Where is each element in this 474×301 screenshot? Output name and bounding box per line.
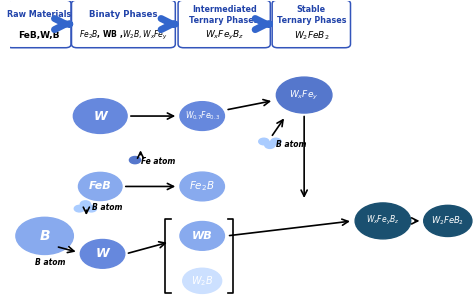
Text: $Fe_2B$, WB ,$W_2B,W_xFe_y$: $Fe_2B$, WB ,$W_2B,W_xFe_y$ xyxy=(79,29,168,42)
Text: $W_2FeB_2$: $W_2FeB_2$ xyxy=(293,29,329,42)
FancyBboxPatch shape xyxy=(72,0,175,48)
Circle shape xyxy=(180,102,224,130)
Text: $W_xFe_y$: $W_xFe_y$ xyxy=(290,88,319,102)
Circle shape xyxy=(16,217,73,254)
Circle shape xyxy=(73,99,127,133)
Circle shape xyxy=(271,138,281,145)
Text: WB: WB xyxy=(192,231,212,241)
Circle shape xyxy=(265,142,275,148)
Text: W: W xyxy=(96,247,109,260)
Text: $W_xFe_yB_z$: $W_xFe_yB_z$ xyxy=(366,214,400,228)
Text: FeB,W,B: FeB,W,B xyxy=(18,31,60,40)
Text: $W_{0.7}Fe_{0.3}$: $W_{0.7}Fe_{0.3}$ xyxy=(185,110,220,122)
FancyBboxPatch shape xyxy=(7,0,71,48)
Circle shape xyxy=(80,240,125,268)
Text: FeB: FeB xyxy=(89,182,111,191)
Circle shape xyxy=(180,172,224,201)
Text: B: B xyxy=(39,229,50,243)
Text: B atom: B atom xyxy=(276,140,307,149)
Text: $Fe_2B$: $Fe_2B$ xyxy=(189,180,215,193)
FancyBboxPatch shape xyxy=(272,0,350,48)
Text: $W_2FeB_2$: $W_2FeB_2$ xyxy=(431,215,465,227)
Text: Raw Materials: Raw Materials xyxy=(7,11,71,20)
Text: Intermediated
Ternary Phases: Intermediated Ternary Phases xyxy=(190,5,259,25)
Text: B atom: B atom xyxy=(92,203,123,212)
Circle shape xyxy=(424,205,472,237)
Circle shape xyxy=(79,172,122,200)
Circle shape xyxy=(80,201,91,207)
Text: W: W xyxy=(93,110,107,123)
Circle shape xyxy=(276,77,332,113)
Circle shape xyxy=(129,157,141,164)
Circle shape xyxy=(182,268,222,293)
Text: $W_xFe_yB_z$: $W_xFe_yB_z$ xyxy=(205,29,244,42)
Circle shape xyxy=(355,203,411,239)
Text: Fe atom: Fe atom xyxy=(141,157,175,166)
Circle shape xyxy=(180,222,224,250)
Text: Binaty Phases: Binaty Phases xyxy=(89,11,158,20)
Text: Stable
Ternary Phases: Stable Ternary Phases xyxy=(277,5,346,25)
Circle shape xyxy=(86,205,97,212)
Circle shape xyxy=(74,205,84,212)
Text: B atom: B atom xyxy=(36,258,66,267)
Text: $W_2B$: $W_2B$ xyxy=(191,274,213,288)
Circle shape xyxy=(259,138,269,145)
FancyBboxPatch shape xyxy=(178,0,270,48)
